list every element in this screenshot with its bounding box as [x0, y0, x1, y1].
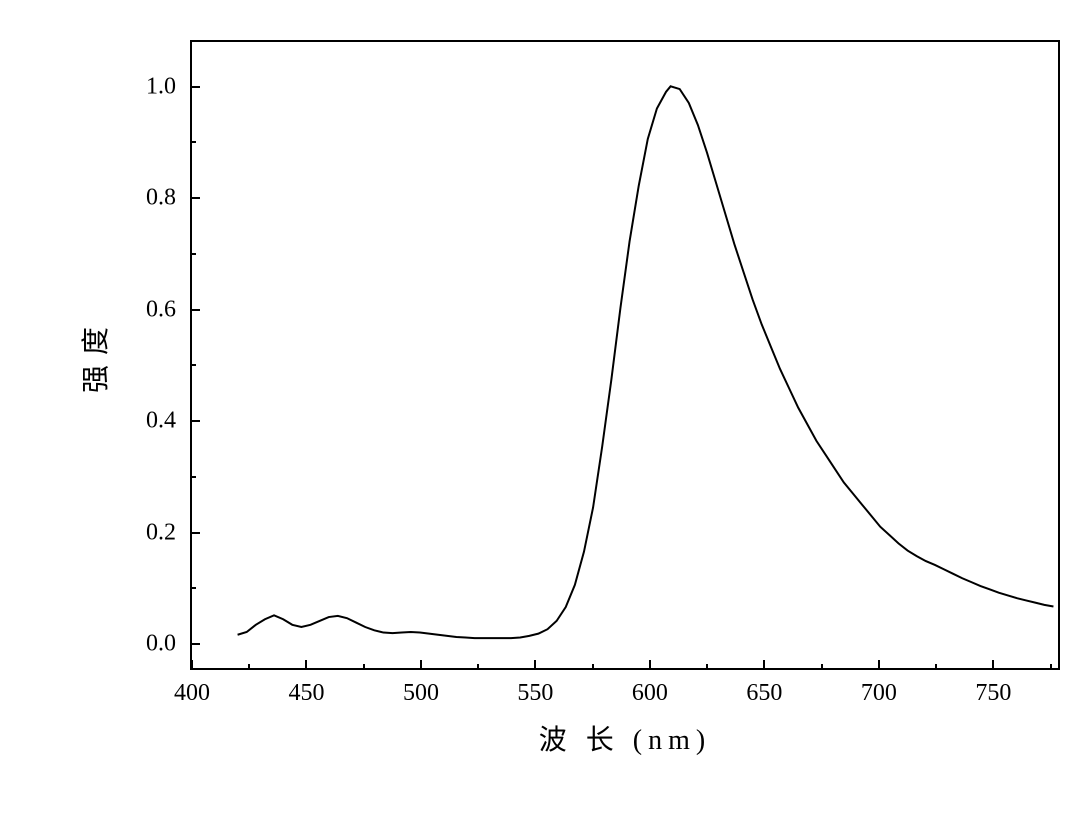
y-tick-label: 0.6: [146, 296, 176, 323]
spectrum-chart: 波 长 (nm) 强度 400 450 500 550 600 650 700 750 0.0 0…: [40, 20, 1065, 790]
x-tick-major: [305, 660, 307, 670]
x-tick-label: 650: [746, 680, 782, 707]
y-tick-minor: [190, 587, 196, 589]
x-axis-label: 波 长 (nm): [539, 718, 711, 758]
x-tick-major: [763, 660, 765, 670]
y-tick-major: [190, 86, 200, 88]
x-tick-label: 450: [288, 680, 324, 707]
x-tick-major: [878, 660, 880, 670]
x-tick-minor: [592, 664, 594, 670]
x-tick-minor: [477, 664, 479, 670]
x-tick-major: [191, 660, 193, 670]
y-tick-minor: [190, 141, 196, 143]
x-tick-minor: [706, 664, 708, 670]
x-tick-label: 700: [861, 680, 897, 707]
x-tick-label: 400: [174, 680, 210, 707]
y-tick-label: 0.4: [146, 408, 176, 435]
y-tick-major: [190, 420, 200, 422]
x-tick-minor: [935, 664, 937, 670]
x-tick-major: [420, 660, 422, 670]
y-tick-major: [190, 197, 200, 199]
y-tick-label: 1.0: [146, 73, 176, 100]
x-tick-minor: [248, 664, 250, 670]
y-tick-label: 0.0: [146, 631, 176, 658]
y-tick-label: 0.8: [146, 185, 176, 212]
y-tick-major: [190, 532, 200, 534]
plot-area: 波 长 (nm) 强度 4004505005506006507007500.00…: [190, 40, 1060, 670]
x-tick-minor: [821, 664, 823, 670]
spectrum-curve: [192, 42, 1058, 668]
y-axis-label: 强度: [74, 317, 114, 393]
x-tick-minor: [1050, 664, 1052, 670]
x-tick-label: 550: [517, 680, 553, 707]
x-tick-major: [534, 660, 536, 670]
x-tick-label: 750: [975, 680, 1011, 707]
y-tick-minor: [190, 253, 196, 255]
x-tick-major: [992, 660, 994, 670]
y-tick-major: [190, 309, 200, 311]
x-tick-minor: [363, 664, 365, 670]
y-tick-major: [190, 643, 200, 645]
y-tick-label: 0.2: [146, 519, 176, 546]
y-tick-minor: [190, 476, 196, 478]
x-tick-label: 600: [632, 680, 668, 707]
y-tick-minor: [190, 364, 196, 366]
x-tick-label: 500: [403, 680, 439, 707]
x-tick-major: [649, 660, 651, 670]
